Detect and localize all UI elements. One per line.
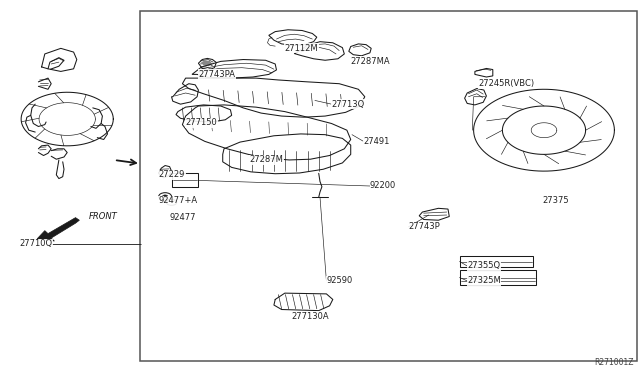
Text: 27287MA: 27287MA xyxy=(351,57,390,66)
Text: 92200: 92200 xyxy=(370,182,396,190)
Text: 27743PA: 27743PA xyxy=(198,70,236,79)
Text: FRONT: FRONT xyxy=(88,212,117,221)
Polygon shape xyxy=(37,218,79,241)
Bar xyxy=(140,11,637,361)
Text: 27743P: 27743P xyxy=(408,222,440,231)
Text: 27229: 27229 xyxy=(159,170,185,179)
Polygon shape xyxy=(201,60,212,66)
Text: 92590: 92590 xyxy=(326,276,353,285)
Text: 277130A: 277130A xyxy=(291,312,329,321)
Text: 277150: 277150 xyxy=(186,118,218,127)
Bar xyxy=(172,173,198,187)
Text: 27112M: 27112M xyxy=(285,44,319,53)
Text: 27287M: 27287M xyxy=(250,155,284,164)
Bar xyxy=(460,270,536,285)
Text: 27245R(VBC): 27245R(VBC) xyxy=(479,79,535,88)
Text: 92477: 92477 xyxy=(170,213,196,222)
Text: 27713Q: 27713Q xyxy=(332,100,365,109)
Text: 27325M: 27325M xyxy=(467,276,501,285)
Text: R271001Z: R271001Z xyxy=(594,358,634,367)
Circle shape xyxy=(163,195,168,198)
Text: 27375: 27375 xyxy=(543,196,570,205)
Text: 27491: 27491 xyxy=(364,137,390,146)
Text: 27710Q: 27710Q xyxy=(19,239,52,248)
Text: 27355Q: 27355Q xyxy=(467,262,500,270)
Bar xyxy=(460,256,533,267)
Text: 92477+A: 92477+A xyxy=(159,196,198,205)
